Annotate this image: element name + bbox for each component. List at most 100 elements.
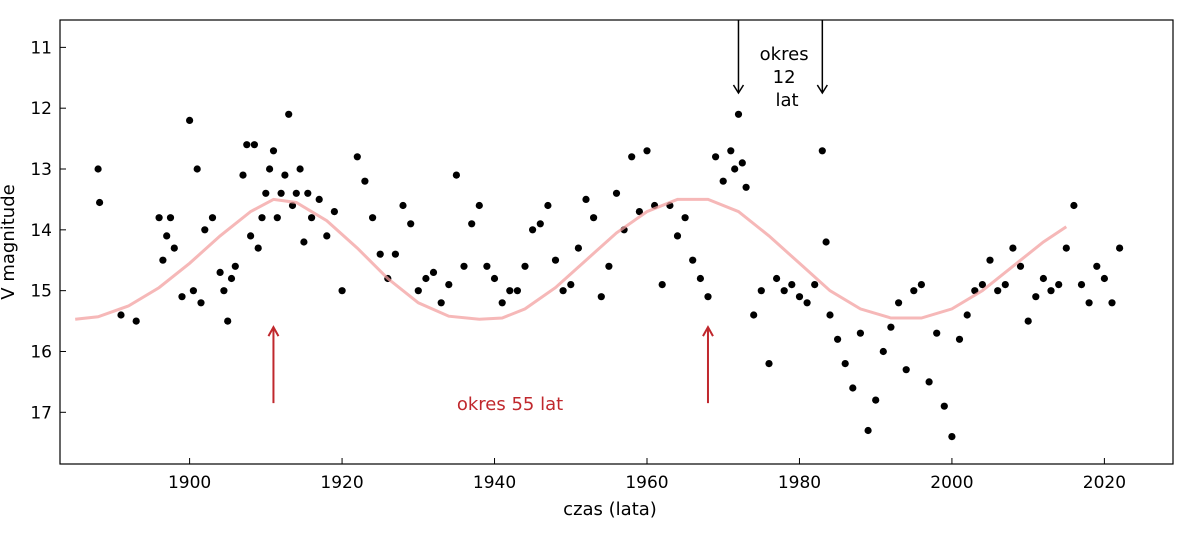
data-point <box>498 299 506 307</box>
annotation-arrows <box>267 20 828 404</box>
data-point <box>506 287 514 295</box>
data-point <box>300 238 308 246</box>
annotation-okres-12-line-2: 12 <box>773 67 796 88</box>
data-point <box>224 317 232 325</box>
data-point <box>1100 274 1108 283</box>
data-point <box>773 274 781 283</box>
black-arrow-head <box>732 84 745 95</box>
annotation-okres-12: okres 12 lat <box>760 44 815 111</box>
data-point <box>925 378 933 386</box>
data-point <box>628 153 636 161</box>
data-point <box>765 360 773 368</box>
data-point <box>1001 281 1009 289</box>
data-point <box>704 293 712 301</box>
data-point <box>117 311 125 319</box>
data-point <box>635 208 644 216</box>
data-point <box>178 293 186 301</box>
data-point <box>155 214 163 222</box>
red-arrow-head <box>702 325 714 337</box>
data-point <box>1024 317 1032 325</box>
data-point <box>567 281 575 289</box>
x-tick-label: 1920 <box>320 473 363 493</box>
data-point <box>330 208 338 216</box>
data-point <box>490 274 499 283</box>
x-tick-label: 1980 <box>778 473 821 493</box>
data-point <box>933 329 941 337</box>
data-point <box>696 274 705 283</box>
data-point <box>521 262 529 270</box>
data-point <box>407 220 415 228</box>
data-point <box>1047 287 1055 295</box>
data-point <box>296 165 304 173</box>
data-point <box>1016 262 1025 270</box>
data-point <box>559 287 567 295</box>
x-tick-label: 2000 <box>930 473 973 493</box>
data-point <box>986 256 994 264</box>
data-point <box>712 153 720 161</box>
data-point <box>227 274 236 283</box>
data-point <box>1055 281 1063 289</box>
data-point <box>963 311 971 319</box>
data-point <box>536 220 544 228</box>
data-point <box>1085 299 1093 307</box>
data-point <box>731 165 739 173</box>
data-point <box>612 189 621 197</box>
data-point <box>369 214 377 222</box>
data-point <box>338 287 346 295</box>
data-point <box>277 189 285 197</box>
data-point <box>826 311 834 319</box>
annotation-okres-12-line-1: okres <box>760 44 809 65</box>
data-point <box>1009 244 1017 252</box>
x-tick-label: 1940 <box>473 473 516 493</box>
data-point <box>361 177 369 185</box>
data-point <box>292 189 300 197</box>
data-point <box>917 281 926 289</box>
data-point <box>605 262 613 270</box>
data-point <box>803 299 811 307</box>
data-point <box>243 141 251 149</box>
data-point <box>780 287 788 295</box>
data-point <box>1077 281 1086 289</box>
data-point <box>220 287 228 295</box>
y-tick-label: 13 <box>30 160 52 180</box>
data-point <box>818 147 826 155</box>
data-point <box>940 402 948 410</box>
data-point <box>323 232 331 240</box>
data-point <box>574 244 583 252</box>
data-point <box>643 147 651 155</box>
annotation-okres-12-line-3: lat <box>775 90 798 111</box>
data-point <box>849 384 857 392</box>
data-point <box>1070 201 1078 210</box>
y-tick-label: 14 <box>30 221 52 241</box>
data-point <box>734 110 743 118</box>
data-point <box>1039 274 1047 283</box>
black-arrow-head <box>816 84 828 95</box>
data-point <box>811 281 819 289</box>
data-point <box>834 335 842 343</box>
data-point <box>1032 293 1040 301</box>
x-tick-label: 1960 <box>625 473 668 493</box>
data-point <box>1062 244 1070 252</box>
data-point <box>468 220 476 228</box>
data-point <box>910 287 918 295</box>
data-point <box>399 201 407 210</box>
data-point <box>452 171 460 179</box>
data-point <box>529 226 537 234</box>
data-point <box>281 171 289 179</box>
data-point <box>978 281 987 289</box>
data-point <box>273 214 281 222</box>
data-point <box>353 153 361 161</box>
data-point <box>304 189 312 197</box>
data-point <box>689 256 697 264</box>
data-point <box>285 110 293 118</box>
data-point <box>159 256 167 264</box>
data-point <box>788 281 796 289</box>
y-axis-label: V magnitude <box>0 184 19 299</box>
scatter-points <box>94 110 1124 441</box>
data-point <box>582 195 590 203</box>
data-point <box>437 299 445 307</box>
data-point <box>1108 299 1116 307</box>
data-point <box>266 165 274 173</box>
red-period-curve <box>75 197 1068 321</box>
